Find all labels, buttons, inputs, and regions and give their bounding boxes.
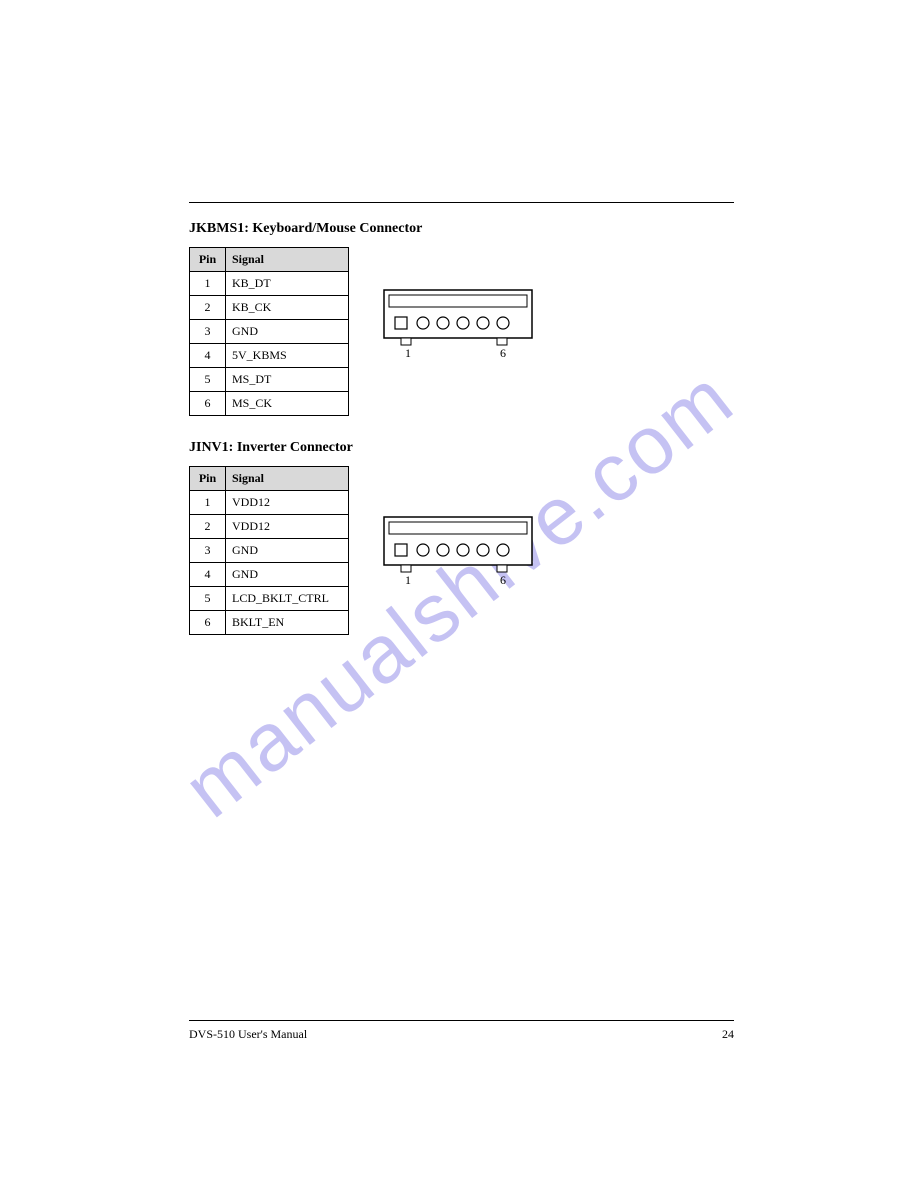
pin-label-6: 6 bbox=[500, 573, 506, 586]
cell-signal: KB_CK bbox=[226, 296, 349, 320]
cell-pin: 2 bbox=[190, 296, 226, 320]
section2-connector: 1 6 bbox=[383, 516, 533, 586]
section2-table: Pin Signal 1 VDD12 2 VDD12 3 GND bbox=[189, 466, 349, 635]
pin-label-1: 1 bbox=[405, 346, 411, 359]
section2-th-pin: Pin bbox=[190, 467, 226, 491]
connector-icon: 1 6 bbox=[383, 289, 533, 359]
table-row: 1 KB_DT bbox=[190, 272, 349, 296]
cell-pin: 2 bbox=[190, 515, 226, 539]
section1-title: JKBMS1: Keyboard/Mouse Connector bbox=[189, 221, 734, 237]
cell-signal: LCD_BKLT_CTRL bbox=[226, 587, 349, 611]
footer: DVS-510 User's Manual 24 bbox=[189, 1020, 734, 1042]
table-row: 1 VDD12 bbox=[190, 491, 349, 515]
cell-pin: 4 bbox=[190, 344, 226, 368]
section1-row: Pin Signal 1 KB_DT 2 KB_CK 3 GND bbox=[189, 247, 734, 416]
cell-signal: VDD12 bbox=[226, 515, 349, 539]
cell-pin: 3 bbox=[190, 539, 226, 563]
section2-th-signal: Signal bbox=[226, 467, 349, 491]
table-row: 6 MS_CK bbox=[190, 392, 349, 416]
cell-pin: 5 bbox=[190, 587, 226, 611]
header-rule bbox=[189, 202, 734, 203]
content-area: JKBMS1: Keyboard/Mouse Connector Pin Sig… bbox=[189, 202, 734, 659]
cell-signal: GND bbox=[226, 539, 349, 563]
cell-pin: 3 bbox=[190, 320, 226, 344]
pin-label-1: 1 bbox=[405, 573, 411, 586]
cell-signal: MS_CK bbox=[226, 392, 349, 416]
cell-signal: GND bbox=[226, 563, 349, 587]
cell-pin: 1 bbox=[190, 491, 226, 515]
section1-table: Pin Signal 1 KB_DT 2 KB_CK 3 GND bbox=[189, 247, 349, 416]
section2-title: JINV1: Inverter Connector bbox=[189, 440, 734, 456]
cell-pin: 6 bbox=[190, 392, 226, 416]
cell-signal: VDD12 bbox=[226, 491, 349, 515]
table-row: 5 LCD_BKLT_CTRL bbox=[190, 587, 349, 611]
section1-connector: 1 6 bbox=[383, 289, 533, 359]
cell-pin: 4 bbox=[190, 563, 226, 587]
cell-signal: MS_DT bbox=[226, 368, 349, 392]
cell-pin: 6 bbox=[190, 611, 226, 635]
footer-rule bbox=[189, 1020, 734, 1021]
table-row: 6 BKLT_EN bbox=[190, 611, 349, 635]
table-row: 5 MS_DT bbox=[190, 368, 349, 392]
cell-signal: 5V_KBMS bbox=[226, 344, 349, 368]
section2-row: Pin Signal 1 VDD12 2 VDD12 3 GND bbox=[189, 466, 734, 635]
section1-th-pin: Pin bbox=[190, 248, 226, 272]
cell-signal: KB_DT bbox=[226, 272, 349, 296]
table-row: 4 GND bbox=[190, 563, 349, 587]
cell-pin: 5 bbox=[190, 368, 226, 392]
table-row: 2 KB_CK bbox=[190, 296, 349, 320]
cell-pin: 1 bbox=[190, 272, 226, 296]
footer-left: DVS-510 User's Manual bbox=[189, 1027, 307, 1042]
cell-signal: BKLT_EN bbox=[226, 611, 349, 635]
table-row: 2 VDD12 bbox=[190, 515, 349, 539]
pin-label-6: 6 bbox=[500, 346, 506, 359]
table-row: 4 5V_KBMS bbox=[190, 344, 349, 368]
footer-right: 24 bbox=[722, 1027, 734, 1042]
section1-th-signal: Signal bbox=[226, 248, 349, 272]
table-row: 3 GND bbox=[190, 320, 349, 344]
table-row: 3 GND bbox=[190, 539, 349, 563]
cell-signal: GND bbox=[226, 320, 349, 344]
connector-icon: 1 6 bbox=[383, 516, 533, 586]
